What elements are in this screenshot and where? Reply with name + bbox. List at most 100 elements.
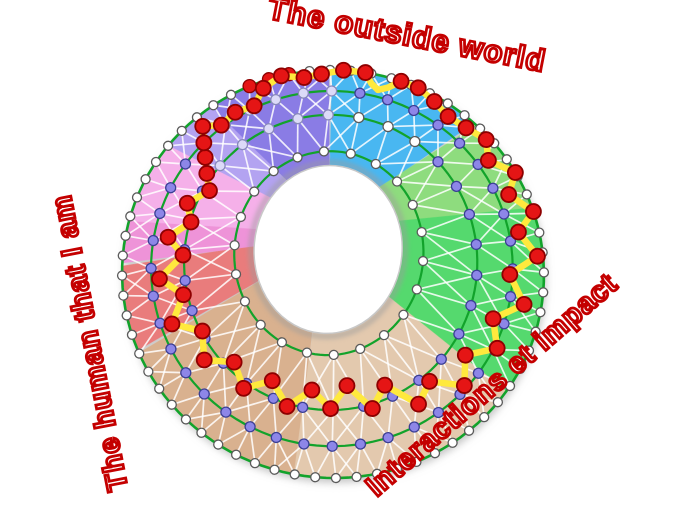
node-violet [381, 94, 394, 106]
node-white [276, 337, 288, 348]
node-violet [179, 274, 191, 287]
node-violet [354, 87, 366, 99]
path-node-red [201, 182, 218, 199]
node-violet [326, 440, 338, 452]
node-white [535, 307, 546, 318]
node-white [239, 296, 251, 307]
path-node-red [212, 116, 230, 134]
node-white [523, 345, 535, 356]
node-violet [179, 158, 192, 170]
path-node-red [409, 79, 427, 97]
node-violet [296, 401, 309, 414]
path-node-red [363, 400, 381, 417]
path-node-red [439, 108, 457, 125]
path-node-red [254, 79, 272, 97]
node-white [447, 437, 458, 448]
node-white [345, 148, 356, 159]
path-node-red [272, 67, 290, 85]
node-white [120, 230, 131, 241]
node-white [382, 120, 394, 133]
path-node-red [506, 164, 524, 181]
path-node-red [245, 97, 263, 115]
path-node-red [195, 351, 213, 369]
node-violet [463, 208, 476, 220]
path-node-red [178, 194, 196, 212]
path-node-red [484, 310, 502, 328]
node-white [310, 472, 321, 483]
node-white [463, 425, 475, 436]
node-violet [504, 235, 517, 247]
node-white [225, 89, 237, 100]
node-white [230, 449, 242, 460]
path-node-red [515, 296, 533, 313]
node-white [391, 176, 403, 187]
node-violet [147, 290, 160, 302]
node-violet [498, 208, 510, 220]
node-white [530, 326, 541, 337]
node-violet [487, 182, 499, 194]
node-white [121, 310, 132, 321]
node-white [134, 348, 145, 359]
path-node-red [335, 61, 352, 79]
node-pale [214, 160, 226, 172]
node-pale [322, 109, 334, 121]
node-violet [453, 328, 465, 340]
node-white [504, 380, 516, 392]
wheel-root [116, 61, 550, 484]
node-white [117, 250, 128, 261]
node-violet [180, 367, 192, 379]
node-violet [470, 238, 482, 251]
node-white [196, 427, 207, 438]
path-node-red [356, 64, 374, 81]
node-white [534, 227, 545, 238]
node-white [289, 469, 300, 480]
node-violet [408, 104, 420, 117]
node-white [301, 347, 313, 358]
node-violet [267, 392, 279, 405]
progress-path [151, 61, 546, 418]
node-violet [165, 343, 177, 355]
node-white [409, 135, 421, 148]
node-white [411, 284, 422, 295]
node-violet [465, 299, 477, 312]
node-white [180, 414, 192, 425]
path-node-red [529, 247, 546, 265]
path-node-red [313, 65, 330, 83]
path-node-red [235, 379, 253, 397]
node-white [292, 152, 303, 163]
node-pale [292, 113, 304, 125]
node-white [162, 140, 174, 151]
node-white [442, 98, 453, 109]
path-node-red [303, 381, 321, 399]
node-white [249, 457, 261, 469]
path-node-red [455, 377, 473, 394]
node-white [118, 290, 129, 301]
node-pale [297, 87, 310, 99]
path-node-red [163, 315, 181, 333]
path-node-red [195, 134, 213, 152]
path-node-red [457, 119, 475, 137]
path-node-red [477, 131, 495, 148]
node-violet [450, 180, 463, 193]
node-white [459, 110, 470, 121]
node-white [501, 154, 512, 165]
node-white [154, 383, 165, 394]
path-node-red [338, 377, 356, 395]
path-node-red [501, 266, 519, 283]
path-node-red [295, 69, 313, 86]
node-violet [432, 156, 444, 168]
node-pale [270, 93, 282, 106]
node-violet [145, 262, 157, 274]
node-white [416, 226, 427, 238]
path-node-red [322, 400, 339, 418]
node-white [370, 158, 381, 170]
node-white [417, 255, 429, 267]
path-node-red [278, 398, 296, 415]
path-node-red [174, 246, 192, 264]
path-node-red [175, 286, 192, 304]
node-white [235, 211, 247, 223]
node-violet [270, 431, 282, 444]
node-white [492, 397, 504, 408]
node-white [268, 166, 279, 177]
